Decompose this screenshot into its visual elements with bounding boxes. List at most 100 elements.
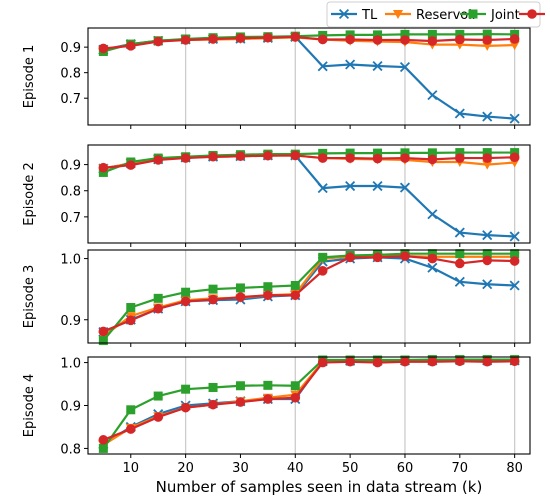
data-point [208, 151, 218, 162]
data-point [263, 282, 273, 292]
data-point [290, 381, 300, 391]
data-point [509, 280, 520, 291]
data-point [208, 34, 218, 44]
y-axis-label: Episode 2 [22, 162, 37, 225]
data-point [455, 258, 465, 269]
legend-entry-reservoir: Reservoir [385, 8, 478, 23]
data-point [482, 153, 493, 163]
data-point [235, 283, 245, 293]
data-point [153, 391, 163, 401]
legend-entry-joint: Joint [460, 8, 520, 23]
data-point [125, 424, 136, 434]
data-point [317, 183, 328, 194]
data-point [400, 35, 410, 45]
legend-label: Reservoir [416, 8, 478, 23]
legend-entry-mer: Mer [519, 9, 545, 19]
data-point [427, 262, 438, 273]
x-tick-label: 10 [123, 461, 140, 476]
series-line [102, 252, 515, 342]
data-point [427, 356, 438, 367]
data-point [510, 249, 520, 259]
data-point [235, 292, 246, 302]
data-point [427, 29, 437, 39]
data-point [482, 111, 493, 122]
panel-episode-1: 0.7 0.8 0.9 Episode 1 [22, 27, 531, 129]
series-joint [98, 355, 520, 453]
panel-episode-4: 0.8 0.9 1.0 10 20 30 40 50 60 70 80 Episode 4 [22, 354, 531, 476]
plot-frame [87, 356, 531, 455]
data-point [153, 293, 163, 303]
x-tick-label: 30 [232, 461, 249, 476]
data-point [125, 160, 136, 170]
data-point [400, 148, 410, 158]
data-point [509, 113, 520, 124]
data-point [345, 34, 355, 45]
data-point [126, 405, 136, 415]
y-tick-label: 0.9 [60, 314, 81, 329]
series-line [102, 151, 515, 174]
data-point [482, 249, 492, 259]
data-point [153, 303, 163, 314]
data-point [482, 160, 493, 170]
y-tick-label: 0.9 [60, 41, 81, 56]
legend: TL Reservoir JointMer [326, 1, 545, 28]
data-point [509, 34, 520, 44]
data-point [455, 249, 465, 259]
data-point [399, 182, 411, 193]
data-point [509, 231, 520, 242]
data-point [317, 34, 328, 45]
plot-frame [87, 144, 531, 244]
data-point [400, 153, 410, 163]
data-point [345, 356, 355, 367]
data-point [427, 148, 437, 158]
x-tick-label: 80 [506, 461, 523, 476]
data-point [153, 412, 163, 422]
data-point [98, 336, 108, 346]
y-tick-label: 0.8 [60, 67, 81, 82]
data-point [98, 162, 109, 173]
data-point [373, 30, 383, 40]
series-line [102, 358, 515, 450]
data-point [372, 153, 383, 164]
data-point [427, 253, 438, 264]
circle-marker-icon [527, 9, 537, 19]
data-point [454, 108, 465, 119]
series-line [102, 256, 515, 333]
triangle-down-marker-icon [393, 10, 403, 19]
data-point [482, 230, 493, 241]
y-axis-label: Episode 3 [22, 265, 37, 328]
series-line [103, 35, 515, 50]
data-point [290, 280, 300, 290]
data-point [208, 284, 218, 294]
data-point [372, 60, 383, 72]
data-point [153, 155, 163, 165]
data-point [180, 35, 191, 45]
data-point [455, 34, 465, 45]
data-point [345, 180, 356, 192]
data-point [509, 356, 520, 367]
data-point [372, 252, 383, 263]
series-reservoir [98, 356, 520, 450]
data-point [98, 435, 109, 445]
data-point [345, 148, 355, 158]
x-axis-label: Number of samples seen in data stream (k… [156, 478, 483, 496]
y-tick-label: 0.9 [60, 159, 81, 174]
data-point [98, 443, 108, 453]
series-mer [98, 32, 520, 54]
data-point [235, 397, 246, 407]
x-marker-icon [338, 8, 350, 20]
data-point [235, 33, 246, 44]
legend-entry-tl: TL [331, 8, 378, 23]
series-mer [98, 150, 520, 173]
data-point [427, 249, 437, 259]
data-point [153, 36, 163, 47]
data-point [399, 62, 411, 73]
chart-panels: 0.7 0.8 0.9 Episode 1 0.7 0.8 0.9 Episode 2 0.9 1… [22, 27, 531, 476]
data-point [317, 61, 328, 72]
data-point [482, 35, 493, 45]
square-marker-icon [468, 9, 478, 19]
panel-episode-2: 0.7 0.8 0.9 Episode 2 [22, 144, 531, 247]
data-point [427, 36, 438, 46]
y-axis-label: Episode 4 [22, 374, 37, 437]
